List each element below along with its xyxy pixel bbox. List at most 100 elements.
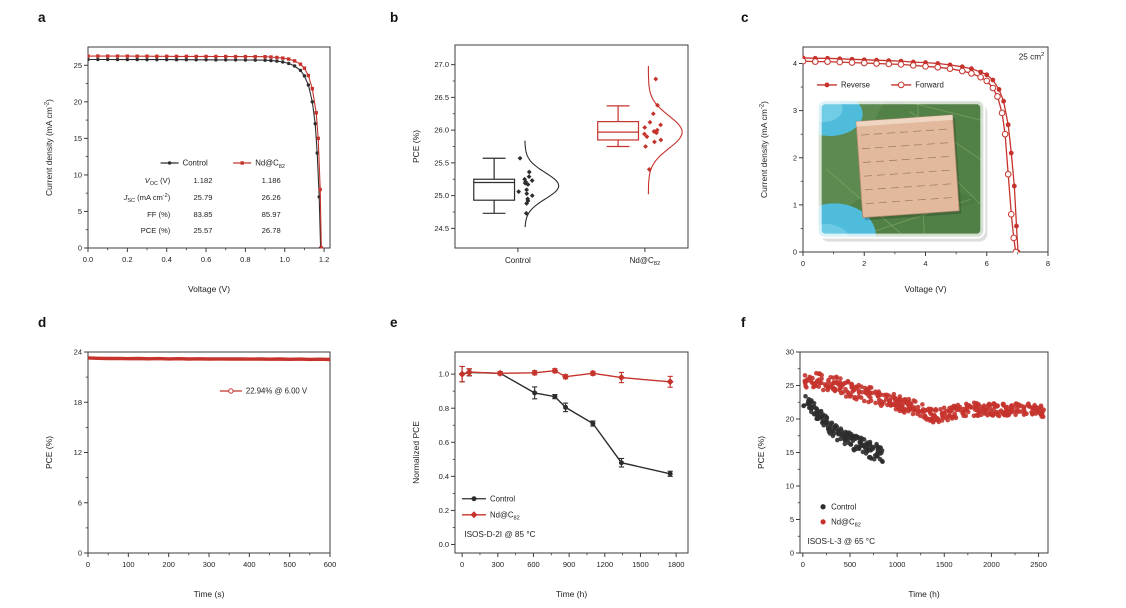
svg-text:1.182: 1.182 (193, 176, 212, 185)
svg-text:25.57: 25.57 (193, 226, 212, 235)
svg-text:900: 900 (563, 560, 576, 569)
svg-text:Voltage (V): Voltage (V) (188, 284, 230, 294)
svg-text:0: 0 (793, 248, 797, 257)
svg-text:0.2: 0.2 (439, 506, 449, 515)
svg-text:FF (%): FF (%) (147, 210, 171, 219)
svg-text:Time (h): Time (h) (908, 589, 939, 599)
svg-text:1: 1 (793, 200, 797, 209)
svg-text:0.4: 0.4 (161, 255, 171, 264)
svg-text:Current density (mA cm-2): Current density (mA cm-2) (43, 99, 54, 196)
svg-text:5: 5 (78, 207, 82, 216)
svg-text:26.0: 26.0 (434, 126, 449, 135)
svg-text:0.8: 0.8 (439, 404, 449, 413)
svg-text:0.4: 0.4 (439, 472, 449, 481)
svg-text:Control: Control (183, 159, 208, 168)
svg-text:1500: 1500 (632, 560, 649, 569)
svg-text:20: 20 (74, 97, 82, 106)
svg-text:600: 600 (324, 560, 337, 569)
svg-text:2500: 2500 (1030, 560, 1047, 569)
svg-text:0: 0 (801, 560, 805, 569)
svg-text:0.6: 0.6 (439, 438, 449, 447)
svg-text:1.2: 1.2 (319, 255, 329, 264)
panel-label-b: b (390, 10, 399, 25)
svg-text:2: 2 (793, 153, 797, 162)
svg-text:0.2: 0.2 (122, 255, 132, 264)
svg-text:Nd@C82: Nd@C82 (490, 510, 520, 521)
svg-text:1.186: 1.186 (262, 176, 281, 185)
svg-text:4: 4 (923, 259, 927, 268)
svg-text:500: 500 (844, 560, 857, 569)
panel-label-c: c (741, 10, 749, 25)
svg-text:100: 100 (122, 560, 135, 569)
svg-text:2000: 2000 (983, 560, 1000, 569)
svg-text:ISOS-L-3 @ 65 °C: ISOS-L-3 @ 65 °C (807, 537, 875, 546)
svg-text:27.0: 27.0 (434, 60, 449, 69)
svg-text:26.78: 26.78 (262, 226, 281, 235)
svg-text:85.97: 85.97 (262, 210, 281, 219)
svg-text:Control: Control (490, 494, 515, 503)
panel-label-e: e (390, 315, 398, 330)
svg-text:5: 5 (790, 515, 794, 524)
svg-text:4: 4 (793, 59, 797, 68)
svg-text:ISOS-D-2I @ 85 °C: ISOS-D-2I @ 85 °C (464, 530, 535, 539)
chart-d-stabilized-pce: 0 100 200 300 400 500 600 0 6 12 18 24 Time (s) PCE (… (44, 348, 337, 599)
svg-text:Nd@C82: Nd@C82 (831, 517, 861, 528)
svg-text:Control: Control (831, 502, 856, 511)
svg-text:PCE (%): PCE (%) (756, 436, 766, 469)
svg-text:25.0: 25.0 (434, 191, 449, 200)
svg-text:0: 0 (460, 560, 464, 569)
svg-text:24: 24 (74, 348, 82, 357)
svg-text:300: 300 (492, 560, 505, 569)
svg-text:2: 2 (862, 259, 866, 268)
svg-text:6: 6 (78, 498, 82, 507)
svg-text:0: 0 (78, 549, 82, 558)
svg-text:22.94% @ 6.00 V: 22.94% @ 6.00 V (246, 387, 308, 396)
chart-a-jv-curves: 0.0 0.2 0.4 0.6 0.8 1.0 1.2 0 5 10 15 20 25 Voltage (… (43, 46, 331, 294)
svg-text:25: 25 (74, 61, 82, 70)
svg-text:Current density (mA cm-2): Current density (mA cm-2) (758, 101, 769, 198)
svg-text:PCE (%): PCE (%) (44, 436, 54, 469)
svg-text:20: 20 (786, 415, 794, 424)
svg-text:0: 0 (801, 259, 805, 268)
svg-text:JSC (mA cm-2): JSC (mA cm-2) (123, 193, 171, 204)
svg-text:1200: 1200 (596, 560, 613, 569)
svg-text:0: 0 (86, 560, 90, 569)
svg-text:Voltage (V): Voltage (V) (904, 284, 946, 294)
svg-text:1500: 1500 (936, 560, 953, 569)
svg-text:12: 12 (74, 448, 82, 457)
panel-label-a: a (38, 10, 46, 25)
svg-text:25 cm2: 25 cm2 (1019, 52, 1045, 61)
svg-text:300: 300 (203, 560, 216, 569)
svg-text:26.26: 26.26 (262, 193, 281, 202)
svg-text:0.6: 0.6 (201, 255, 211, 264)
svg-text:83.85: 83.85 (193, 210, 212, 219)
svg-text:0: 0 (790, 549, 794, 558)
svg-text:25.5: 25.5 (434, 158, 449, 167)
svg-text:Time (h): Time (h) (556, 589, 587, 599)
svg-text:10: 10 (786, 482, 794, 491)
chart-b-pce-boxplot: 24.5 25.0 25.5 26.0 26.5 27.0 PCE (%) Control Nd… (411, 44, 689, 267)
chart-e-thermal-stability: 0 300 600 900 1200 1500 1800 0.0 0.2 0.4 0.6 0.8 1.0… (411, 351, 689, 599)
svg-text:Reverse: Reverse (841, 81, 870, 90)
svg-text:VOC (V): VOC (V) (145, 176, 171, 187)
panel-label-f: f (741, 315, 746, 330)
svg-text:1.0: 1.0 (439, 370, 449, 379)
svg-text:1000: 1000 (889, 560, 906, 569)
svg-text:6: 6 (985, 259, 989, 268)
svg-text:400: 400 (243, 560, 256, 569)
svg-text:Control: Control (505, 256, 531, 265)
svg-text:0.0: 0.0 (83, 255, 93, 264)
svg-text:Nd@C82: Nd@C82 (255, 159, 285, 170)
svg-text:0: 0 (78, 244, 82, 253)
svg-text:Normalized PCE: Normalized PCE (411, 421, 421, 484)
module-photo-inset (816, 99, 988, 242)
svg-text:18: 18 (74, 398, 82, 407)
svg-text:15: 15 (786, 448, 794, 457)
svg-text:PCE (%): PCE (%) (141, 226, 171, 235)
svg-text:PCE (%): PCE (%) (411, 130, 421, 163)
svg-text:0.0: 0.0 (439, 540, 449, 549)
svg-text:25.79: 25.79 (193, 193, 212, 202)
svg-text:1.0: 1.0 (280, 255, 290, 264)
chart-f-light-stability: 0 500 1000 1500 2000 2500 0 5 10 15 20 25 30 Time (h)… (756, 348, 1049, 599)
